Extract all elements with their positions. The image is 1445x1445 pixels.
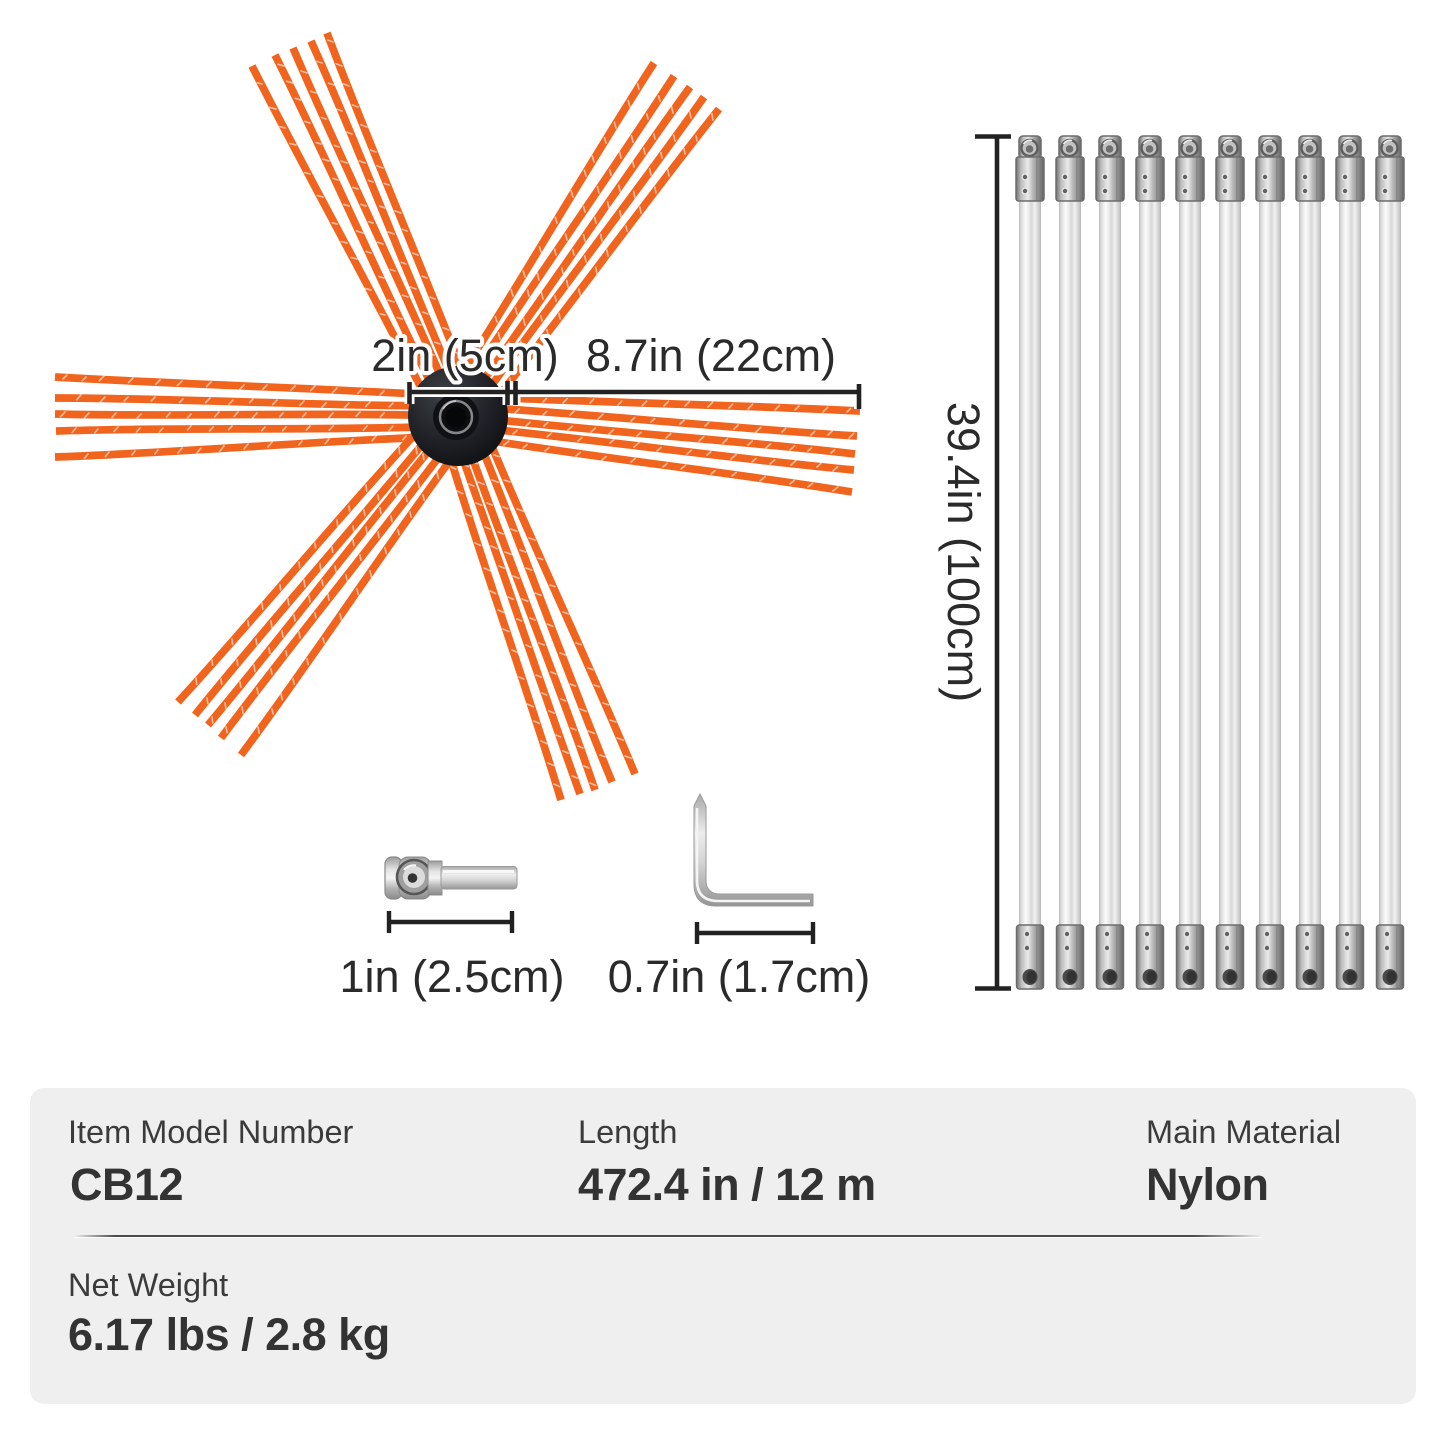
svg-text:8.7in (22cm): 8.7in (22cm) <box>586 330 836 381</box>
svg-text:1in (2.5cm): 1in (2.5cm) <box>339 951 564 1002</box>
svg-text:0.7in (1.7cm): 0.7in (1.7cm) <box>608 951 871 1002</box>
svg-text:2in (5cm): 2in (5cm) <box>371 330 559 381</box>
svg-text:39.4in (100cm): 39.4in (100cm) <box>938 402 989 702</box>
